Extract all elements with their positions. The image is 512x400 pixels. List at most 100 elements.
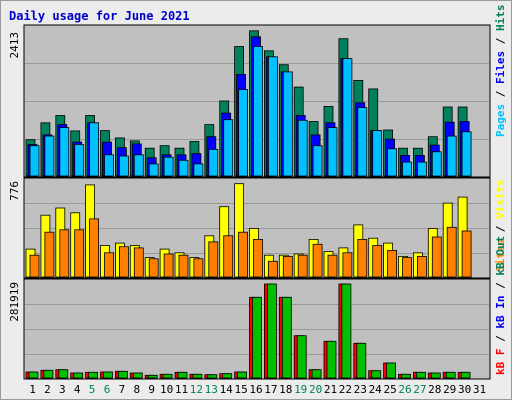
bar-pages xyxy=(342,58,353,177)
legend-middle: Sites / Visits xyxy=(494,179,507,272)
legend-entry: Sites xyxy=(494,239,507,272)
day-label: 2 xyxy=(44,383,51,396)
day-label: 16 xyxy=(249,383,262,396)
day-label: 30 xyxy=(458,383,471,396)
day-label: 24 xyxy=(369,383,383,396)
bar-kb-out xyxy=(118,370,128,379)
day-label: 6 xyxy=(104,383,111,396)
bar-kb-out xyxy=(460,371,471,379)
bar-pages xyxy=(29,145,40,177)
bar-sites xyxy=(133,247,144,278)
bar-sites xyxy=(104,252,114,278)
visits-sites-panel: 776 xyxy=(8,177,491,279)
bar-sites xyxy=(267,260,278,278)
bar-pages xyxy=(461,131,472,177)
day-label: 12 xyxy=(190,383,203,396)
legend-entry: Visits xyxy=(494,179,507,219)
day-label: 7 xyxy=(119,383,126,396)
bar-pages xyxy=(372,130,383,177)
bar-sites xyxy=(416,255,427,278)
bar-sites xyxy=(327,254,338,278)
bar-pages xyxy=(446,135,457,177)
bar-kb-out xyxy=(445,371,456,379)
bar-sites xyxy=(148,258,159,278)
bar-kb-out xyxy=(386,362,397,379)
bar-pages xyxy=(416,161,427,177)
bar-sites xyxy=(253,238,263,278)
bar-pages xyxy=(402,161,412,177)
bar-kb-out xyxy=(356,342,367,379)
bar-sites xyxy=(178,254,189,278)
bar-kb-out xyxy=(371,370,382,379)
bar-sites xyxy=(387,249,398,278)
day-label: 10 xyxy=(160,383,173,396)
bar-sites xyxy=(431,236,442,278)
day-label: 15 xyxy=(234,383,247,396)
legend-entry: kB Out xyxy=(494,236,507,276)
day-label: 1 xyxy=(29,383,36,396)
bar-kb-out xyxy=(103,371,113,379)
bar-kb-out xyxy=(177,371,188,379)
bar-pages xyxy=(267,56,278,177)
bar-kb-out xyxy=(222,373,233,379)
bar-pages xyxy=(89,122,99,177)
bar-kb-out xyxy=(401,373,411,379)
max-label-middle: 776 xyxy=(8,181,21,201)
bar-sites xyxy=(223,235,234,278)
bar-sites xyxy=(372,245,383,278)
bar-pages xyxy=(104,154,114,177)
day-label: 18 xyxy=(279,383,292,396)
bar-kb-out xyxy=(252,296,262,379)
day-labels: 1 2 3 4 5 6 7 8 9 10 11 12 13 14 15 16 17 18 19 20 21 22 23 24 2… xyxy=(29,383,486,396)
bar-kb-out xyxy=(132,372,143,379)
bar-sites xyxy=(59,229,70,278)
day-label: 26 xyxy=(398,383,411,396)
max-label-top: 2413 xyxy=(8,32,21,59)
bar-sites xyxy=(208,241,219,278)
day-label: 19 xyxy=(294,383,307,396)
bar-pages xyxy=(44,135,55,177)
day-label: 13 xyxy=(205,383,218,396)
bar-pages xyxy=(327,127,338,177)
bar-sites xyxy=(44,231,55,278)
day-label: 11 xyxy=(175,383,188,396)
hits-files-pages-panel: 2413 xyxy=(8,24,491,178)
day-label: 3 xyxy=(59,383,66,396)
bar-sites xyxy=(193,258,204,278)
day-label: 28 xyxy=(428,383,441,396)
bar-sites xyxy=(282,255,293,278)
bar-kb-out xyxy=(266,283,277,379)
day-label: 25 xyxy=(383,383,396,396)
bar-sites xyxy=(461,230,472,278)
bar-sites xyxy=(238,231,249,278)
bar-kb-out xyxy=(341,283,352,379)
bar-kb-out xyxy=(58,369,69,379)
legend-entry: Files xyxy=(494,51,507,84)
bar-pages xyxy=(312,145,323,177)
bar-pages xyxy=(74,144,85,177)
bar-kb-out xyxy=(43,369,54,379)
legend-entry: Hits xyxy=(494,5,507,32)
bar-pages xyxy=(223,119,234,177)
day-label: 27 xyxy=(413,383,426,396)
bar-kb-out xyxy=(147,374,158,379)
bar-kb-out xyxy=(415,371,426,379)
bar-kb-out xyxy=(207,374,218,379)
bar-sites xyxy=(297,254,308,278)
bar-kb-out xyxy=(162,373,173,379)
bar-pages xyxy=(282,71,293,177)
bar-pages xyxy=(193,163,204,177)
bar-kb-out xyxy=(296,335,307,379)
bar-pages xyxy=(297,119,308,177)
bar-pages xyxy=(238,89,249,177)
bar-kb-out xyxy=(28,371,39,379)
legend-bottom: kB F / kB In / kB Out xyxy=(494,236,507,375)
bar-pages xyxy=(59,127,70,177)
chart-title: Daily usage for June 2021 xyxy=(9,9,190,23)
legend-top: Pages / Files / Hits xyxy=(494,5,507,138)
bar-sites xyxy=(119,246,129,278)
bar-sites xyxy=(74,229,85,278)
bar-sites xyxy=(342,252,353,278)
day-label: 14 xyxy=(220,383,234,396)
